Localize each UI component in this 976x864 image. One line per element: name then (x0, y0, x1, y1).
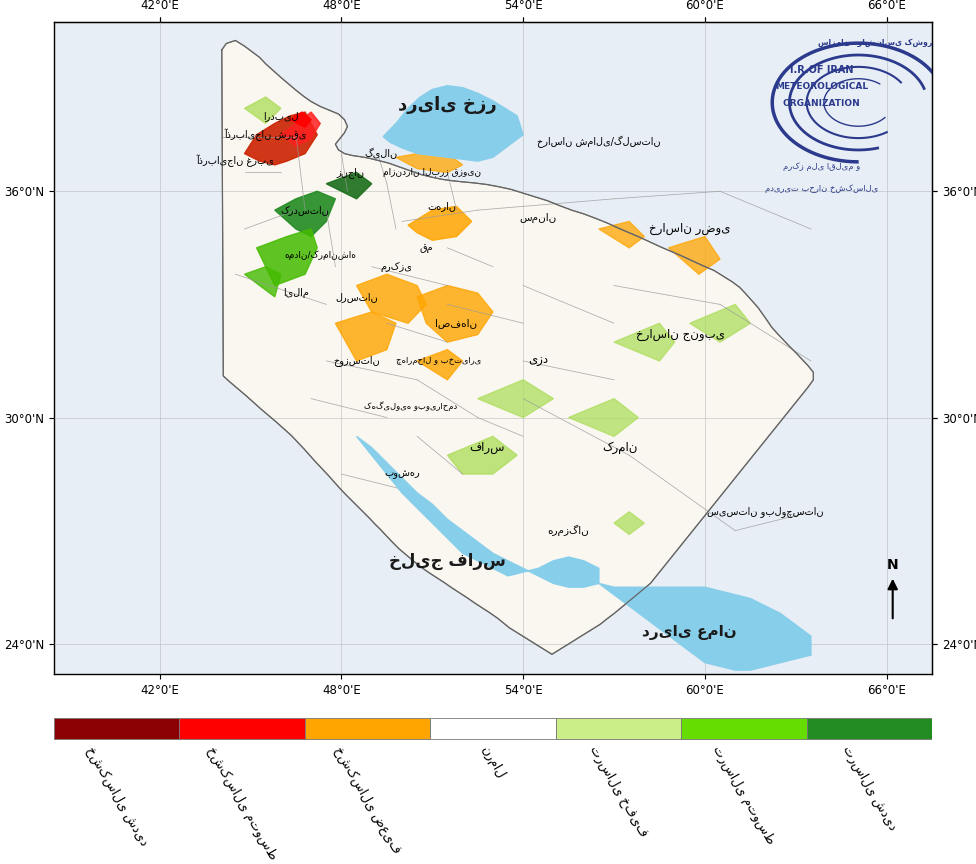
Polygon shape (275, 191, 336, 237)
Text: قم: قم (420, 243, 433, 253)
Text: خشکسالی متوسط: خشکسالی متوسط (204, 744, 280, 861)
Polygon shape (417, 285, 493, 342)
Text: کردستان: کردستان (281, 205, 330, 215)
Polygon shape (690, 304, 751, 342)
Polygon shape (417, 350, 463, 380)
Polygon shape (669, 237, 720, 274)
Polygon shape (245, 112, 317, 165)
Text: ایلام: ایلام (283, 288, 309, 298)
Text: اصفهان: اصفهان (435, 318, 477, 328)
Text: کرمان: کرمان (602, 442, 637, 454)
Bar (180, 718, 305, 739)
Polygon shape (336, 312, 396, 361)
Polygon shape (222, 41, 813, 654)
Polygon shape (477, 380, 553, 417)
Text: خشکسالی ضعیف: خشکسالی ضعیف (331, 744, 403, 855)
Polygon shape (396, 154, 463, 173)
Polygon shape (614, 511, 644, 535)
Text: چهارمحال و بختیاری: چهارمحال و بختیاری (395, 357, 481, 365)
Text: خراسان شمالی/گلستان: خراسان شمالی/گلستان (537, 137, 661, 149)
Text: آذربایجان غربی: آذربایجان غربی (196, 155, 274, 168)
Text: لرستان: لرستان (335, 292, 378, 302)
Text: آذربایجان شرقی: آذربایجان شرقی (224, 129, 306, 141)
Polygon shape (569, 398, 638, 436)
Text: خوزستان: خوزستان (333, 355, 380, 366)
Text: خراسان رضوی: خراسان رضوی (649, 223, 730, 236)
Bar (681, 718, 806, 739)
Text: تهران: تهران (427, 201, 456, 212)
Text: یزد: یزد (528, 354, 549, 367)
Text: ترسالی شدید: ترسالی شدید (839, 744, 899, 833)
Polygon shape (356, 274, 427, 323)
Polygon shape (599, 583, 811, 670)
Polygon shape (356, 436, 599, 588)
Bar (305, 718, 430, 739)
Text: مازندران البرز قزوین: مازندران البرز قزوین (384, 168, 481, 177)
Polygon shape (408, 206, 471, 240)
Text: خراسان جنوبی: خراسان جنوبی (636, 328, 725, 341)
Text: گیلان: گیلان (364, 148, 397, 159)
Text: سیستان وبلوچستان: سیستان وبلوچستان (708, 506, 824, 518)
Polygon shape (290, 112, 311, 127)
Text: بوشهر: بوشهر (385, 469, 420, 479)
Text: خشکسالی شدید: خشکسالی شدید (83, 744, 150, 848)
Polygon shape (281, 112, 320, 146)
Text: دریای عمان: دریای عمان (642, 625, 737, 640)
Bar (430, 718, 555, 739)
Polygon shape (614, 323, 674, 361)
Bar (54, 718, 180, 739)
Polygon shape (257, 229, 317, 285)
Text: سمنان: سمنان (519, 213, 557, 223)
Polygon shape (245, 97, 281, 124)
Bar (555, 718, 681, 739)
Text: زنجان: زنجان (337, 167, 365, 178)
Text: N: N (887, 558, 899, 572)
Text: هرمزگان: هرمزگان (548, 525, 590, 537)
Bar (806, 718, 932, 739)
Text: ترسالی متوسط: ترسالی متوسط (711, 744, 778, 848)
Text: همدان/کرمانشاه: همدان/کرمانشاه (284, 251, 356, 260)
Text: کهگیلویه وبویراحمد: کهگیلویه وبویراحمد (364, 402, 458, 411)
Text: دریای خزر: دریای خزر (398, 96, 497, 113)
Polygon shape (384, 86, 523, 161)
Text: نرمال: نرمال (478, 744, 508, 781)
Polygon shape (447, 436, 517, 474)
Polygon shape (326, 173, 372, 199)
Polygon shape (245, 267, 281, 297)
Polygon shape (599, 221, 644, 248)
Text: ترسالی خفیف: ترسالی خفیف (587, 744, 650, 840)
Text: فارس: فارس (469, 442, 505, 454)
Text: خلیج فارس: خلیج فارس (389, 552, 506, 569)
Text: اردبیل: اردبیل (264, 111, 299, 121)
Text: مرکزی: مرکزی (380, 262, 412, 271)
